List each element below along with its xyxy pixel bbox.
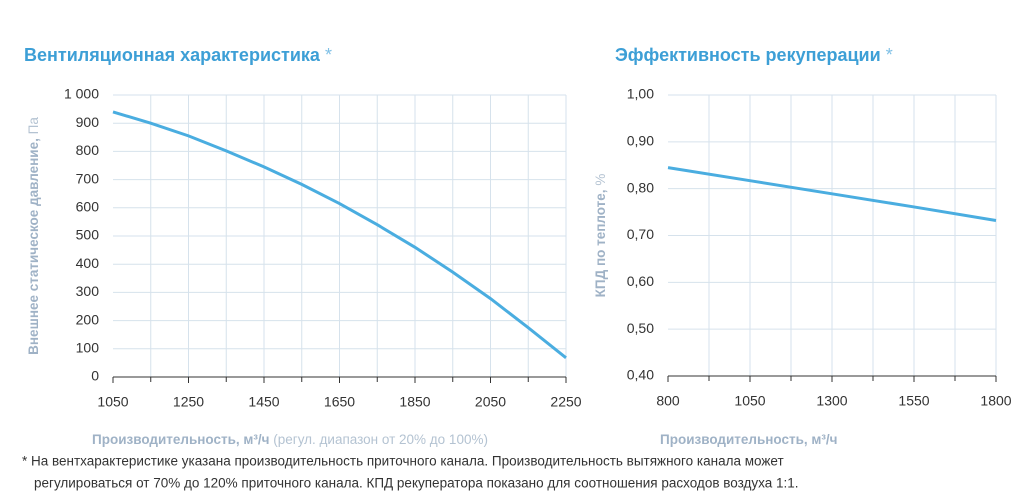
x-tick-label: 2250: [550, 394, 581, 410]
title-mark: *: [325, 45, 332, 65]
y-tick-label: 700: [76, 170, 100, 186]
y-tick-label: 900: [76, 114, 100, 130]
x-label-name: Производительность,: [92, 432, 240, 447]
y-tick-label: 300: [76, 283, 100, 299]
chart-title: Вентиляционная характеристика *: [24, 45, 332, 65]
x-label-unit: м³/ч: [811, 432, 837, 447]
y-tick-label: 0,90: [627, 133, 654, 149]
y-axis-label: Внешнее статическое давление, Па: [26, 117, 41, 355]
y-tick-label: 0,40: [627, 367, 654, 383]
x-tick-label: 800: [656, 393, 680, 409]
x-axis-label: Производительность, м³/ч: [660, 432, 838, 447]
y-tick-label: 0,50: [627, 320, 654, 336]
y-tick-label: 500: [76, 227, 100, 243]
chart-title: Эффективность рекуперации *: [615, 45, 893, 65]
data-line: [112, 110, 567, 359]
y-tick-label: 1,00: [627, 86, 654, 102]
x-tick-label: 1550: [898, 393, 929, 409]
y-label-name: Внешнее статическое давление,: [26, 138, 41, 355]
x-tick-label: 1850: [399, 394, 430, 410]
x-label-name: Производительность,: [660, 432, 808, 447]
y-axis-label: КПД по теплоте, %: [593, 174, 608, 298]
x-tick-label: 1300: [816, 393, 847, 409]
y-tick-label: 1 000: [64, 86, 99, 102]
x-tick-label: 2050: [475, 394, 506, 410]
x-label-note: (регул. диапазон от 20% до 100%): [273, 432, 488, 447]
footnote-line: * На вентхарактеристике указана производ…: [22, 454, 784, 469]
x-axis-label: Производительность, м³/ч (регул. диапазо…: [92, 432, 488, 447]
x-tick-label: 1250: [173, 394, 204, 410]
y-tick-label: 200: [76, 311, 100, 327]
x-tick-label: 1050: [97, 394, 128, 410]
y-tick-label: 0,60: [627, 273, 654, 289]
y-label-unit: Па: [26, 117, 41, 135]
title-text: Вентиляционная характеристика: [24, 45, 321, 65]
y-tick-label: 400: [76, 255, 100, 271]
x-tick-label: 1800: [980, 393, 1011, 409]
data-line: [667, 166, 997, 222]
y-label-unit: %: [593, 174, 608, 186]
y-label-name: КПД по теплоте,: [593, 189, 608, 297]
title-mark: *: [886, 45, 893, 65]
y-tick-label: 0: [91, 368, 99, 384]
x-tick-label: 1450: [248, 394, 279, 410]
y-tick-label: 100: [76, 340, 100, 356]
y-tick-label: 0,80: [627, 179, 654, 195]
title-text: Эффективность рекуперации: [615, 45, 881, 65]
x-label-unit: м³/ч: [243, 432, 269, 447]
y-tick-label: 600: [76, 199, 100, 215]
x-tick-label: 1050: [734, 393, 765, 409]
y-tick-label: 0,70: [627, 226, 654, 242]
x-tick-label: 1650: [324, 394, 355, 410]
y-tick-label: 800: [76, 142, 100, 158]
footnote-line: регулироваться от 70% до 120% приточного…: [34, 476, 799, 491]
